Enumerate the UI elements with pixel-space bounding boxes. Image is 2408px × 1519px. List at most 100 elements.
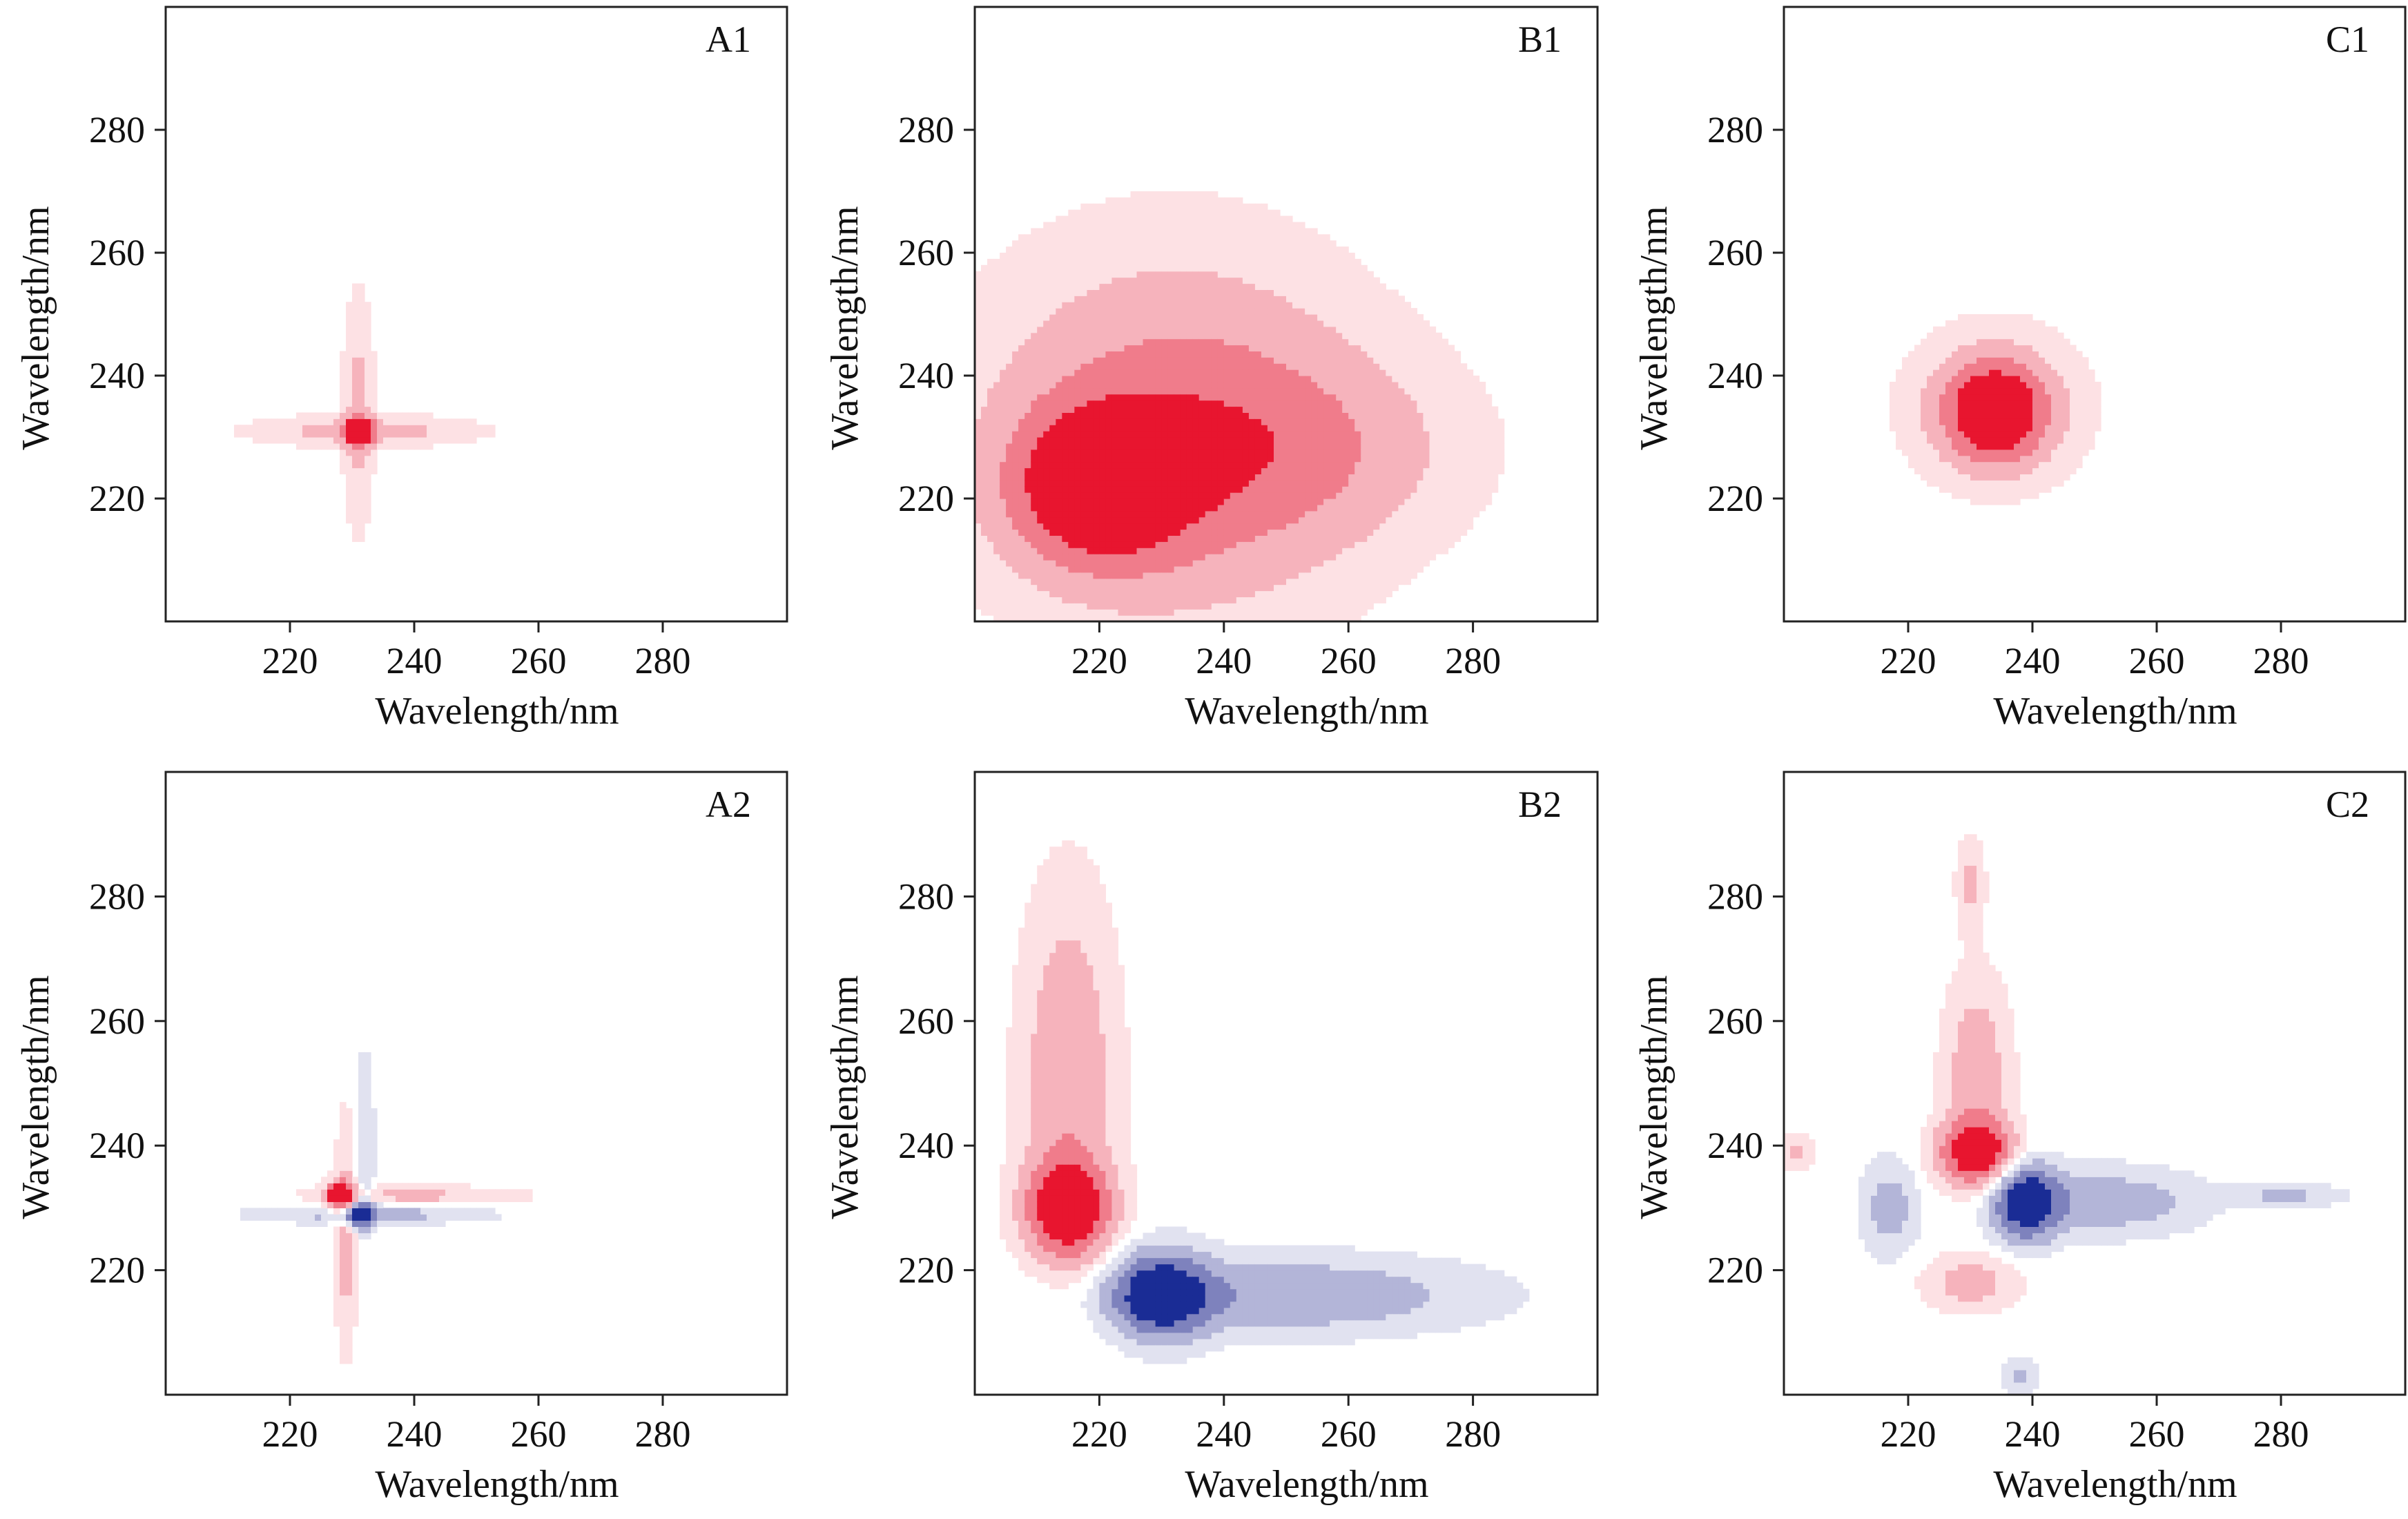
heatmap-cell xyxy=(1404,455,1411,463)
heatmap-cell xyxy=(1025,376,1031,383)
heatmap-cell xyxy=(1105,228,1112,235)
heatmap-cell xyxy=(1274,209,1281,217)
heatmap-cell xyxy=(1167,332,1175,340)
heatmap-cell xyxy=(1254,499,1262,505)
heatmap-cell xyxy=(1149,258,1156,266)
heatmap-cell xyxy=(1031,345,1038,351)
heatmap-cell xyxy=(1379,308,1386,315)
heatmap-cell xyxy=(1000,467,1007,474)
heatmap-cell xyxy=(1230,597,1237,603)
heatmap-cell xyxy=(1000,504,1007,512)
heatmap-cell xyxy=(1111,609,1118,616)
heatmap-cell xyxy=(1342,394,1349,401)
heatmap-cell xyxy=(296,431,303,438)
heatmap-cell xyxy=(290,418,297,425)
heatmap-cell xyxy=(1410,376,1417,383)
heatmap-cell xyxy=(1242,332,1250,340)
heatmap-cell xyxy=(1267,357,1274,364)
heatmap-cell xyxy=(1143,554,1150,561)
heatmap-cell xyxy=(1267,351,1274,358)
heatmap-cell xyxy=(1025,572,1031,579)
heatmap-cell xyxy=(1198,572,1206,579)
heatmap-cell xyxy=(1049,492,1056,499)
heatmap-cell xyxy=(1354,554,1361,561)
heatmap-cell xyxy=(1018,541,1025,548)
heatmap-cell xyxy=(414,437,421,444)
heatmap-cell xyxy=(1025,253,1031,260)
heatmap-cell xyxy=(1373,357,1380,364)
heatmap-cell xyxy=(1223,338,1231,346)
heatmap-cell xyxy=(1143,443,1150,450)
heatmap-cell xyxy=(1379,504,1386,512)
heatmap-cell xyxy=(352,326,359,333)
heatmap-cell xyxy=(1080,246,1087,253)
heatmap-cell xyxy=(1111,584,1118,592)
heatmap-cell xyxy=(1305,554,1312,561)
heatmap-cell xyxy=(1037,338,1044,346)
heatmap-cell xyxy=(1155,492,1163,499)
heatmap-cell xyxy=(1379,437,1386,444)
heatmap-cell xyxy=(1361,590,1368,597)
heatmap-cell xyxy=(1230,253,1237,260)
heatmap-cell xyxy=(1274,443,1281,450)
heatmap-cell xyxy=(333,431,340,438)
heatmap-cell xyxy=(1211,449,1218,456)
heatmap-cell xyxy=(1068,302,1075,309)
heatmap-cell xyxy=(1012,394,1019,401)
heatmap-cell xyxy=(1031,449,1038,456)
heatmap-cell xyxy=(1087,258,1094,266)
heatmap-cell xyxy=(1274,264,1281,272)
heatmap-cell xyxy=(1373,351,1380,358)
heatmap-cell xyxy=(1323,486,1330,493)
heatmap-cell xyxy=(975,449,982,456)
heatmap-cell xyxy=(1155,590,1163,597)
heatmap-cell xyxy=(1205,222,1212,229)
heatmap-cell xyxy=(1093,572,1100,579)
heatmap-cell xyxy=(1398,406,1405,413)
heatmap-cell xyxy=(993,510,1000,518)
heatmap-cell xyxy=(1254,584,1262,592)
heatmap-cell xyxy=(1068,314,1075,321)
heatmap-cell xyxy=(1236,565,1243,573)
heatmap-cell xyxy=(993,541,1000,548)
heatmap-cell xyxy=(346,320,353,327)
heatmap-cell xyxy=(1192,289,1200,296)
heatmap-cell xyxy=(1242,209,1250,217)
heatmap-cell xyxy=(389,412,396,419)
heatmap-cell xyxy=(1155,191,1163,198)
heatmap-cell xyxy=(1223,308,1231,315)
heatmap-cell xyxy=(1386,486,1392,493)
heatmap-cell xyxy=(346,338,353,346)
heatmap-cell xyxy=(1330,394,1337,401)
heatmap-cell xyxy=(981,271,988,278)
heatmap-cell xyxy=(1323,406,1330,413)
heatmap-cell xyxy=(1217,209,1225,217)
heatmap-cell xyxy=(1006,523,1013,530)
heatmap-cell xyxy=(358,437,365,444)
heatmap-cell xyxy=(1074,376,1081,383)
heatmap-cell xyxy=(1012,510,1019,518)
heatmap-cell xyxy=(1336,320,1343,327)
heatmap-cell xyxy=(1087,467,1094,474)
heatmap-cell xyxy=(1130,215,1138,223)
heatmap-cell xyxy=(1305,381,1312,389)
heatmap-cell xyxy=(1236,283,1243,290)
heatmap-cell xyxy=(1230,529,1237,536)
heatmap-cell xyxy=(1012,283,1019,290)
heatmap-cell xyxy=(1217,264,1225,272)
heatmap-cell xyxy=(1049,541,1056,548)
heatmap-cell xyxy=(1242,492,1250,499)
heatmap-cell xyxy=(1087,394,1094,401)
heatmap-cell xyxy=(1280,369,1287,376)
heatmap-cell xyxy=(1392,376,1399,383)
heatmap-cell xyxy=(1336,425,1343,432)
heatmap-cell xyxy=(1167,529,1175,536)
heatmap-cell xyxy=(371,381,378,389)
heatmap-cell xyxy=(1242,338,1250,346)
heatmap-cell xyxy=(1361,425,1368,432)
heatmap-cell xyxy=(346,376,353,383)
heatmap-cell xyxy=(1242,357,1250,364)
heatmap-cell xyxy=(1149,203,1156,211)
heatmap-cell xyxy=(1155,516,1163,524)
heatmap-cell xyxy=(1217,431,1225,438)
